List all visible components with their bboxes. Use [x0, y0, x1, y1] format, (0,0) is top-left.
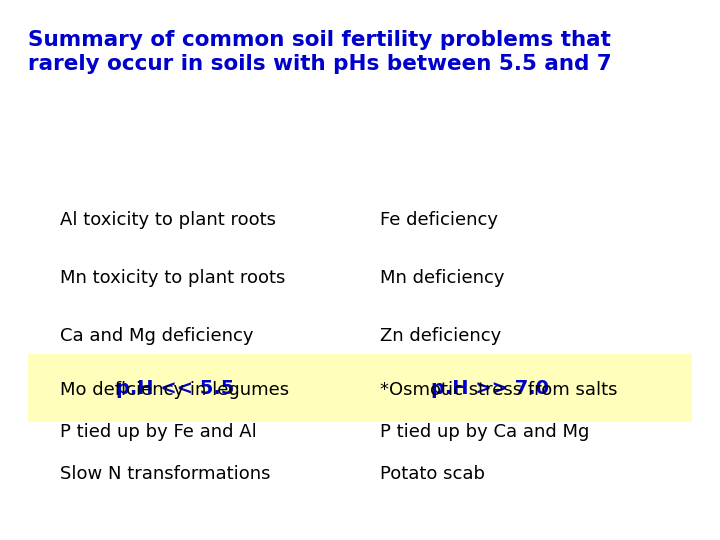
Text: Mn toxicity to plant roots: Mn toxicity to plant roots [60, 269, 285, 287]
Text: Al toxicity to plant roots: Al toxicity to plant roots [60, 211, 276, 229]
Text: Ca and Mg deficiency: Ca and Mg deficiency [60, 327, 253, 345]
FancyBboxPatch shape [28, 354, 692, 422]
Text: Fe deficiency: Fe deficiency [380, 211, 498, 229]
Text: Potato scab: Potato scab [380, 465, 485, 483]
Text: *Osmotic stress from salts: *Osmotic stress from salts [380, 381, 618, 399]
Text: P tied up by Ca and Mg: P tied up by Ca and Mg [380, 423, 590, 441]
Text: p.H >> 7.0: p.H >> 7.0 [431, 379, 549, 397]
Text: P tied up by Fe and Al: P tied up by Fe and Al [60, 423, 257, 441]
Text: Mn deficiency: Mn deficiency [380, 269, 505, 287]
Text: Slow N transformations: Slow N transformations [60, 465, 271, 483]
Text: Mo deficiency in legumes: Mo deficiency in legumes [60, 381, 289, 399]
Text: Summary of common soil fertility problems that
rarely occur in soils with pHs be: Summary of common soil fertility problem… [28, 30, 612, 74]
Text: p.H << 5.5: p.H << 5.5 [116, 379, 234, 397]
Text: Zn deficiency: Zn deficiency [380, 327, 501, 345]
